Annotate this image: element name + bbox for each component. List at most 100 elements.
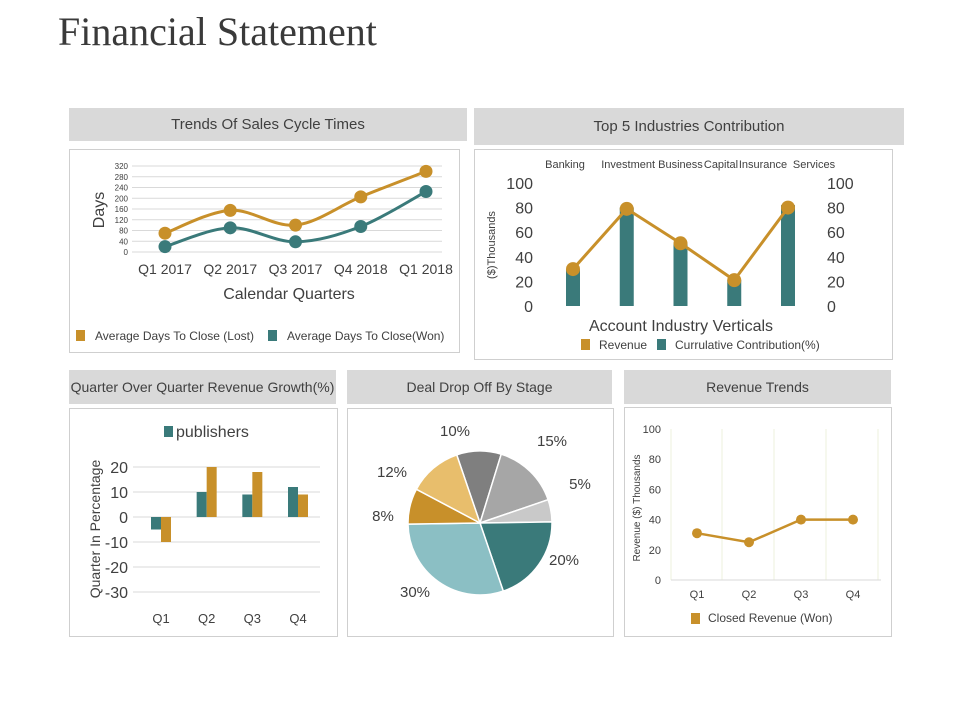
page-title: Financial Statement — [58, 9, 377, 54]
y-tick-label: 280 — [115, 173, 129, 182]
pie-slice — [415, 453, 482, 525]
legend-label: Average Days To Close (Lost) — [95, 329, 254, 343]
data-point — [223, 221, 237, 235]
x-tick-label: Q1 — [690, 589, 705, 601]
slice-label: 5% — [569, 476, 591, 493]
x-tick-label: Q4 2018 — [334, 261, 388, 277]
legend-label: publishers — [176, 424, 249, 441]
slice-label: 10% — [440, 423, 470, 440]
slice-label: 15% — [537, 433, 567, 450]
y-tick-label: 10 — [110, 485, 128, 502]
x-tick-label: Q4 — [846, 589, 861, 601]
pie-slice — [407, 522, 505, 596]
industries-chart: 0 0 20 20 40 40 60 60 80 80 100 100 Banking Investmen… — [486, 159, 854, 352]
y-tick-label: -10 — [105, 535, 128, 552]
deal-drop-chart: 10% 15% 5% 20% 30% 8% 12% — [372, 423, 591, 601]
pie-slice — [478, 453, 550, 525]
legend-swatch — [268, 330, 277, 341]
legend-label: Average Days To Close(Won) — [287, 329, 444, 343]
bar — [619, 207, 634, 306]
deal-drop-panel: 10% 15% 5% 20% 30% 8% 12% — [347, 408, 614, 637]
y-tick-label: 20 — [649, 545, 661, 557]
legend-label: Revenue — [599, 338, 647, 352]
y-tick-label: 0 — [124, 248, 129, 257]
y-tick-label-right: 60 — [827, 225, 845, 242]
y-tick-label-right: 40 — [827, 250, 845, 267]
data-point — [744, 537, 754, 548]
data-point — [692, 528, 702, 539]
y-tick-label: 80 — [649, 454, 661, 466]
y-tick-label-right: 0 — [827, 299, 836, 316]
data-point — [289, 235, 302, 249]
legend-label: Closed Revenue (Won) — [708, 611, 833, 625]
data-point — [848, 514, 858, 525]
x-tick-label: Q3 — [244, 611, 261, 626]
revenue-trends-chart: 0 20 40 60 80 100 Q1 Q2 Q3 Q4 Revenue ($) Thousand… — [632, 424, 881, 625]
y-tick-label-right: 100 — [827, 176, 854, 193]
data-point — [781, 200, 795, 215]
x-tick-label: Q4 — [289, 611, 306, 626]
y-tick-label: 0 — [655, 575, 661, 587]
data-point — [158, 240, 172, 254]
chart-header-deal-drop: Deal Drop Off By Stage — [347, 370, 612, 404]
category-label: Capital — [704, 159, 738, 171]
chart-header-sales-cycle: Trends Of Sales Cycle Times — [69, 108, 467, 141]
y-axis-title: Days — [91, 192, 108, 228]
x-tick-label: Q1 — [152, 611, 169, 626]
chart-header-revenue-trends: Revenue Trends — [624, 370, 891, 404]
legend-swatch — [164, 426, 173, 437]
y-axis-title: Quarter In Percentage — [87, 460, 103, 599]
x-axis-title: Calendar Quarters — [223, 286, 355, 303]
y-tick-label-right: 80 — [827, 201, 845, 218]
bar — [151, 517, 161, 530]
bar — [196, 492, 207, 517]
industries-panel: 0 0 20 20 40 40 60 60 80 80 100 100 Banking Investmen… — [474, 149, 893, 360]
x-tick-label: Q1 2018 — [399, 261, 453, 277]
y-tick-label-left: 20 — [515, 274, 533, 291]
data-point — [419, 185, 433, 199]
x-axis-title: Account Industry Verticals — [589, 318, 773, 335]
bar — [727, 280, 742, 306]
data-point — [673, 236, 688, 251]
slice-label: 20% — [549, 552, 579, 569]
y-axis-title: ($)Thousands — [486, 211, 498, 279]
legend-label: Currulative Contribution(%) — [675, 338, 820, 352]
data-point — [158, 226, 172, 240]
legend-swatch — [76, 330, 85, 341]
slice-label: 30% — [400, 584, 430, 601]
legend-swatch — [691, 613, 700, 624]
x-tick-label: Q2 2017 — [203, 261, 257, 277]
qoq-chart: 20 10 0 -10 -20 -30 Q1 Q2 Q3 Q4 Quarter In Percent… — [87, 424, 320, 626]
y-tick-label: 160 — [115, 205, 129, 214]
y-axis-title: Revenue ($) Thousands — [632, 454, 643, 561]
x-tick-label: Q3 2017 — [269, 261, 323, 277]
data-point — [223, 203, 237, 217]
category-label: Investment Business — [601, 159, 703, 171]
x-tick-label: Q2 — [198, 611, 215, 626]
chart-header-qoq: Quarter Over Quarter Revenue Growth(%) — [69, 370, 336, 404]
y-tick-label: 200 — [115, 194, 129, 203]
data-point — [289, 218, 302, 232]
y-tick-label: 60 — [649, 484, 661, 496]
x-tick-label: Q1 2017 — [138, 261, 192, 277]
y-tick-label-right: 20 — [827, 274, 845, 291]
y-tick-label: 40 — [649, 515, 661, 527]
y-tick-label: -20 — [105, 560, 128, 577]
y-tick-label: 20 — [110, 460, 128, 477]
x-tick-label: Q2 — [742, 589, 757, 601]
y-tick-label: -30 — [105, 585, 128, 602]
data-point — [354, 190, 368, 204]
qoq-panel: 20 10 0 -10 -20 -30 Q1 Q2 Q3 Q4 Quarter In Percent… — [69, 408, 338, 637]
bar — [288, 487, 298, 517]
bar — [161, 517, 171, 542]
category-label: Services — [793, 159, 836, 171]
data-point — [796, 514, 806, 525]
slice-label: 12% — [377, 464, 407, 481]
revenue-trends-panel: 0 20 40 60 80 100 Q1 Q2 Q3 Q4 Revenue ($) Thousand… — [624, 407, 892, 637]
y-tick-label: 320 — [115, 162, 129, 171]
chart-header-industries: Top 5 Industries Contribution — [474, 108, 904, 145]
y-tick-label-left: 60 — [515, 225, 533, 242]
y-tick-label: 120 — [115, 216, 129, 225]
y-tick-label: 80 — [119, 227, 128, 236]
